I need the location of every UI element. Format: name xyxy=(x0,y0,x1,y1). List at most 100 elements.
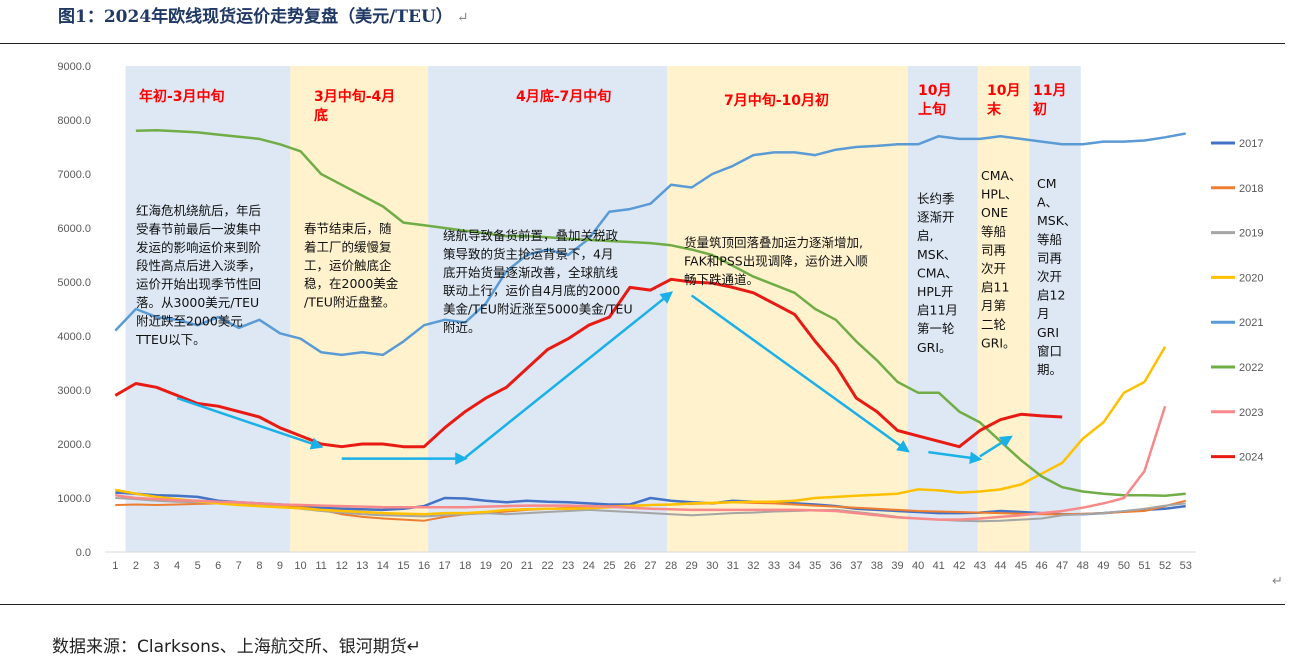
phase-note-2: /TEU附近盘整。 xyxy=(304,295,395,310)
y-tick-label: 7000.0 xyxy=(57,169,91,181)
phase-note-1: 发运的影响运价来到阶 xyxy=(136,240,262,255)
x-tick-label: 39 xyxy=(891,560,903,572)
phase-note-5: 长约季 xyxy=(917,191,955,206)
y-tick-label: 3000.0 xyxy=(57,385,91,397)
x-tick-label: 24 xyxy=(583,560,595,572)
phase-note-3: 绕航导致备货前置，叠加关税政 xyxy=(443,228,619,243)
return-mark-chart: ↵ xyxy=(1272,574,1283,589)
x-tick-label: 15 xyxy=(397,560,409,572)
x-tick-label: 21 xyxy=(521,560,533,572)
x-tick-label: 38 xyxy=(871,560,883,572)
return-mark: ↵ xyxy=(456,10,469,26)
phase-note-2: 着工厂的缓慢复 xyxy=(304,239,392,254)
phase-note-6: 二轮 xyxy=(981,317,1006,332)
phase-note-5: HPL开 xyxy=(917,284,953,299)
y-tick-label: 5000.0 xyxy=(57,277,91,289)
phase-note-7: 司再 xyxy=(1037,250,1063,265)
phase-note-4: 畅下跌通道。 xyxy=(684,272,759,287)
phase-note-5: 启, xyxy=(917,228,933,243)
x-tick-label: 7 xyxy=(236,560,242,572)
x-tick-label: 11 xyxy=(315,560,326,572)
phase-note-7: 等船 xyxy=(1037,232,1062,247)
phase-note-5: MSK、 xyxy=(917,247,956,262)
x-tick-label: 14 xyxy=(377,560,389,572)
phase-note-6: 启11 xyxy=(981,280,1009,295)
phase-label-4: 7月中旬-10月初 xyxy=(724,92,829,109)
phase-note-7: GRI xyxy=(1037,325,1059,340)
bottom-rule xyxy=(0,604,1285,605)
phase-band-3 xyxy=(428,66,667,552)
phase-note-1: 受春节前最后一波集中 xyxy=(136,221,261,236)
phase-note-5: GRI。 xyxy=(917,340,952,355)
phase-label-7: 初 xyxy=(1033,101,1047,118)
phase-band-6 xyxy=(977,66,1030,552)
x-tick-label: 26 xyxy=(624,560,636,572)
phase-note-6: 月第 xyxy=(981,298,1006,313)
phase-note-1: 运价开始出现季节性回 xyxy=(136,277,261,292)
x-tick-label: 28 xyxy=(665,560,677,572)
phase-note-2: 工，运价触底企 xyxy=(304,258,392,273)
phase-note-6: CMA、 xyxy=(981,168,1022,183)
phase-label-2: 3月中旬-4月 xyxy=(314,88,395,105)
top-rule xyxy=(0,43,1285,44)
phase-bands xyxy=(125,66,1081,552)
phase-note-5: 逐渐开 xyxy=(917,210,955,225)
phase-note-1: 附近跌至2000美元 xyxy=(136,313,243,328)
x-tick-label: 32 xyxy=(747,560,759,572)
legend-label-2017: 2017 xyxy=(1239,138,1263,150)
phase-note-3: 美金/TEU附近涨至5000美金/TEU xyxy=(443,302,633,317)
phase-note-7: 期。 xyxy=(1037,362,1062,377)
series-line-2021 xyxy=(114,132,1186,357)
x-tick-label: 10 xyxy=(294,560,306,572)
x-tick-label: 43 xyxy=(974,560,986,572)
x-tick-label: 3 xyxy=(153,560,159,572)
trend-arrow-4 xyxy=(690,294,910,453)
x-tick-label: 19 xyxy=(480,560,492,572)
phase-note-1: 段性高点后进入淡季， xyxy=(136,258,261,273)
x-tick-label: 2 xyxy=(133,560,139,572)
x-tick-label: 34 xyxy=(788,560,800,572)
phase-note-3: 附近。 xyxy=(443,320,481,335)
x-tick-label: 41 xyxy=(933,560,945,572)
x-tick-label: 22 xyxy=(541,560,553,572)
x-tick-label: 30 xyxy=(706,560,718,572)
phase-band-1 xyxy=(125,66,291,552)
y-tick-label: 6000.0 xyxy=(57,223,91,235)
x-tick-label: 9 xyxy=(277,560,283,572)
x-tick-label: 20 xyxy=(500,560,512,572)
x-tick-label: 5 xyxy=(195,560,201,572)
series-line-2022 xyxy=(135,129,1186,498)
x-tick-label: 13 xyxy=(356,560,368,572)
x-tick-label: 44 xyxy=(994,560,1006,572)
x-tick-label: 8 xyxy=(256,560,262,572)
phase-note-6: 司再 xyxy=(981,242,1007,257)
legend-label-2019: 2019 xyxy=(1239,228,1263,240)
phase-note-6: 次开 xyxy=(981,261,1006,276)
y-tick-label: 1000.0 xyxy=(57,493,91,505)
phase-note-5: 启11月 xyxy=(917,303,958,318)
x-tick-label: 12 xyxy=(336,560,348,572)
x-tick-label: 52 xyxy=(1159,560,1171,572)
x-tick-label: 17 xyxy=(439,560,451,572)
trend-arrow-3 xyxy=(464,291,674,459)
phase-label-7: 11月 xyxy=(1033,83,1066,99)
y-tick-label: 4000.0 xyxy=(57,331,91,343)
x-tick-label: 49 xyxy=(1097,560,1109,572)
legend-label-2021: 2021 xyxy=(1239,317,1263,329)
phase-note-3: 底开始货量逐渐改善，全球航线 xyxy=(443,265,619,280)
y-tick-label: 0.0 xyxy=(76,547,91,559)
x-tick-label: 31 xyxy=(727,560,739,572)
phase-band-7 xyxy=(1029,66,1081,552)
trend-arrow-5 xyxy=(928,450,983,464)
phase-label-2: 底 xyxy=(314,107,328,124)
phase-note-7: 启12 xyxy=(1037,288,1065,303)
x-tick-label: 16 xyxy=(418,560,430,572)
trend-arrow-6 xyxy=(979,435,1013,458)
x-tick-label: 37 xyxy=(850,560,862,572)
x-tick-label: 47 xyxy=(1056,560,1068,572)
phase-label-5: 10月 xyxy=(918,83,951,99)
phase-note-3: 联动上行，运价自4月底的2000 xyxy=(443,283,620,298)
phase-note-2: 稳，在2000美金 xyxy=(304,276,399,291)
series-line-2020 xyxy=(115,346,1167,516)
